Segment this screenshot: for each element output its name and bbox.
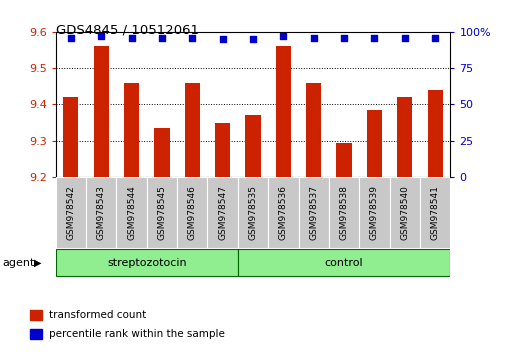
- Bar: [245, 115, 260, 177]
- Bar: [154, 128, 169, 177]
- Bar: [237, 249, 449, 276]
- Bar: [389, 177, 419, 248]
- Text: percentile rank within the sample: percentile rank within the sample: [49, 329, 224, 338]
- Bar: [427, 90, 442, 177]
- Bar: [268, 177, 298, 248]
- Point: [309, 35, 317, 40]
- Bar: [207, 177, 237, 248]
- Point: [188, 35, 196, 40]
- Bar: [124, 82, 139, 177]
- Bar: [215, 122, 230, 177]
- Text: GSM978539: GSM978539: [369, 185, 378, 240]
- Text: GSM978544: GSM978544: [127, 185, 136, 240]
- Bar: [419, 177, 449, 248]
- Text: GSM978541: GSM978541: [430, 185, 439, 240]
- Point: [400, 35, 408, 40]
- Point: [218, 36, 226, 42]
- Text: GSM978547: GSM978547: [218, 185, 227, 240]
- Text: GSM978538: GSM978538: [339, 185, 348, 240]
- Bar: [30, 310, 41, 320]
- Bar: [306, 82, 321, 177]
- Bar: [86, 177, 116, 248]
- Bar: [366, 110, 381, 177]
- Text: GSM978545: GSM978545: [157, 185, 166, 240]
- Bar: [396, 97, 412, 177]
- Point: [279, 33, 287, 39]
- Bar: [275, 46, 290, 177]
- Point: [97, 33, 105, 39]
- Bar: [237, 177, 268, 248]
- Bar: [146, 177, 177, 248]
- Text: ▶: ▶: [34, 258, 42, 268]
- Bar: [30, 329, 41, 339]
- Bar: [177, 177, 207, 248]
- Text: GSM978542: GSM978542: [66, 185, 75, 240]
- Text: GSM978537: GSM978537: [309, 185, 318, 240]
- Text: GSM978543: GSM978543: [96, 185, 106, 240]
- Text: agent: agent: [3, 258, 35, 268]
- Point: [430, 35, 438, 40]
- Point: [339, 35, 347, 40]
- Bar: [93, 46, 109, 177]
- Text: GDS4845 / 10512061: GDS4845 / 10512061: [56, 23, 198, 36]
- Text: streptozotocin: streptozotocin: [107, 258, 186, 268]
- Text: GSM978546: GSM978546: [187, 185, 196, 240]
- Point: [67, 35, 75, 40]
- Point: [370, 35, 378, 40]
- Text: GSM978535: GSM978535: [248, 185, 257, 240]
- Point: [127, 35, 135, 40]
- Text: GSM978536: GSM978536: [278, 185, 287, 240]
- Bar: [336, 143, 351, 177]
- Text: transformed count: transformed count: [49, 310, 146, 320]
- Text: GSM978540: GSM978540: [399, 185, 409, 240]
- Bar: [298, 177, 328, 248]
- Bar: [56, 249, 237, 276]
- Bar: [63, 97, 78, 177]
- Bar: [56, 177, 86, 248]
- Bar: [328, 177, 359, 248]
- Bar: [359, 177, 389, 248]
- Point: [248, 36, 257, 42]
- Bar: [116, 177, 146, 248]
- Bar: [184, 82, 199, 177]
- Text: control: control: [324, 258, 363, 268]
- Point: [158, 35, 166, 40]
